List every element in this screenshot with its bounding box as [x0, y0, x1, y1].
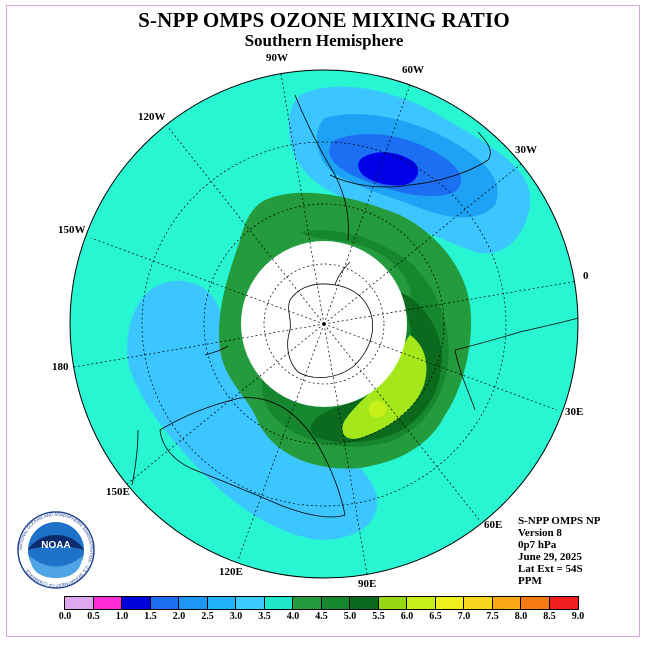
lon-label-90e: 90E [358, 578, 376, 590]
colorbar-tick-label: 0.0 [58, 611, 72, 622]
colorbar-tick-label: 7.0 [457, 611, 471, 622]
colorbar-tick-label: 3.5 [258, 611, 271, 622]
colorbar-swatch [321, 597, 350, 609]
meridian-180 [73, 323, 325, 368]
lon-label-120w: 120W [138, 111, 166, 123]
colorbar-swatch [65, 597, 94, 609]
meridian-60e [323, 323, 481, 522]
africa-coast [454, 317, 578, 411]
new-zealand-coast [131, 345, 229, 486]
colorbar [64, 596, 579, 610]
colorbar-swatch [378, 597, 407, 609]
colorbar-swatch [492, 597, 521, 609]
lon-label-0: 0 [583, 270, 589, 282]
contour-6-0 [368, 400, 387, 418]
colorbar-swatch [179, 597, 208, 609]
lat-circle-outer [141, 141, 507, 507]
colorbar-tick-label: 3.0 [229, 611, 243, 622]
colorbar-swatch [236, 597, 265, 609]
contour-5-5 [342, 335, 427, 439]
meridian-90w [280, 73, 325, 325]
map-subtitle: Southern Hemisphere [244, 31, 404, 50]
map-border [69, 69, 579, 579]
colorbar-swatch [93, 597, 122, 609]
noaa-logo-text: NOAA [41, 540, 70, 551]
lon-label-180: 180 [52, 361, 69, 373]
contour-3-0-west [127, 280, 378, 540]
meridian-30e [323, 323, 558, 411]
colorbar-swatch [350, 597, 379, 609]
info-block: S-NPP OMPS NP Version 8 0p7 hPa June 29,… [518, 515, 601, 587]
colorbar-tick-label: 8.5 [543, 611, 556, 622]
meridian-60w [323, 84, 411, 325]
colorbar-swatch [150, 597, 179, 609]
south-pole-marker [322, 322, 326, 326]
colorbar-tick-label: 6.5 [429, 611, 442, 622]
colorbar-tick-label: 1.0 [115, 611, 129, 622]
colorbar-tick-label: 1.5 [144, 611, 157, 622]
contour-1-5 [358, 152, 419, 186]
info-lat-extent: Lat Ext = 54S [518, 563, 583, 575]
map-title: S-NPP OMPS OZONE MIXING RATIO [138, 8, 510, 32]
lon-label-60e: 60E [484, 519, 502, 531]
info-version: Version 8 [518, 527, 562, 539]
lon-label-60w: 60W [402, 64, 424, 76]
meridian-150w [90, 237, 325, 325]
info-date: June 29, 2025 [518, 551, 582, 563]
colorbar-tick-label: 6.0 [400, 611, 414, 622]
lon-label-30e: 30E [565, 406, 583, 418]
colorbar-swatch [293, 597, 322, 609]
coastlines [131, 94, 578, 518]
noaa-logo: NOAA NATIONAL OCEANIC AND ATMOSPHERIC AD… [17, 511, 95, 589]
meridian-90e [323, 323, 368, 575]
lon-label-30w: 30W [515, 144, 537, 156]
colorbar-swatch [521, 597, 550, 609]
lon-label-90w: 90W [266, 52, 288, 64]
lat-circle-mid [203, 203, 445, 445]
colorbar-swatch [207, 597, 236, 609]
meridian-30w [323, 163, 522, 325]
australia-coast [159, 397, 346, 518]
info-pressure: 0p7 hPa [518, 539, 557, 551]
colorbar-swatch [549, 597, 578, 609]
colorbar-tick-label: 5.0 [343, 611, 357, 622]
colorbar-ticks: 0.0 0.5 1.0 1.5 2.0 2.5 3.0 3.5 4.0 4.5 5.0 5.5 6.0 6… [0, 611, 648, 625]
figure-frame [6, 5, 640, 637]
colorbar-tick-label: 5.5 [372, 611, 385, 622]
colorbar-tick-label: 4.5 [315, 611, 328, 622]
antarctic-peninsula [334, 261, 351, 286]
colorbar-tick-label: 8.0 [514, 611, 528, 622]
meridian-150e [126, 323, 325, 485]
graticule [73, 73, 578, 575]
colorbar-tick-label: 4.0 [286, 611, 300, 622]
colorbar-tick-label: 9.0 [571, 611, 585, 622]
info-instrument: S-NPP OMPS NP [518, 515, 601, 527]
colorbar-swatch [435, 597, 464, 609]
colorbar-swatch [122, 597, 151, 609]
meridian-120w [167, 126, 325, 325]
colorbar-swatch [464, 597, 493, 609]
colorbar-tick-label: 2.5 [201, 611, 214, 622]
south-america-coast [294, 94, 491, 241]
info-units: PPM [518, 575, 542, 587]
lon-label-150e: 150E [106, 486, 130, 498]
colorbar-tick-label: 2.0 [172, 611, 186, 622]
colorbar-swatch [407, 597, 436, 609]
lat-circle-inner [263, 263, 385, 385]
colorbar-tick-label: 7.5 [486, 611, 499, 622]
lon-label-120e: 120E [219, 566, 243, 578]
lon-label-150w: 150W [58, 224, 86, 236]
colorbar-swatch [264, 597, 293, 609]
meridian-120e [237, 323, 325, 561]
colorbar-tick-label: 0.5 [87, 611, 100, 622]
